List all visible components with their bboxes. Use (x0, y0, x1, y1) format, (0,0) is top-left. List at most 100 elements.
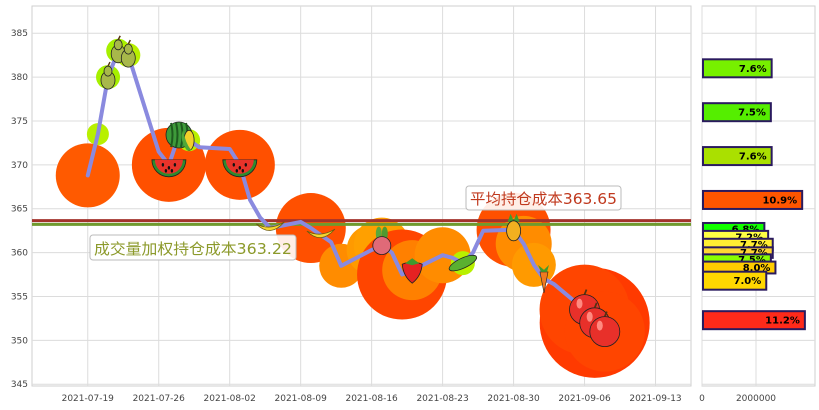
volume-bars: 7.6%7.5%7.6%10.9%6.8%7.2%7.7%7.7%7.5%8.0… (702, 58, 806, 331)
pear-neck (123, 43, 133, 55)
x-tick-label: 2021-08-02 (204, 394, 256, 404)
marker-watermelon-icon (222, 159, 258, 178)
melon-stripe (175, 122, 179, 148)
y-tick-label: 365 (11, 205, 28, 215)
y-tick-label: 375 (11, 117, 28, 127)
volume-bar-label: 7.6% (739, 152, 767, 163)
x-tick-label: 2021-08-30 (487, 394, 540, 404)
pear-neck (113, 39, 123, 51)
price-point (258, 216, 262, 220)
marker-pear-icon (120, 39, 136, 68)
banana-body (306, 228, 336, 238)
y-tick-label: 355 (11, 292, 28, 302)
pear-stem (117, 35, 121, 41)
apple-body (589, 316, 621, 348)
watermelon-seed (167, 166, 171, 170)
pear-stem (107, 61, 111, 67)
y-tick-label: 370 (11, 161, 28, 171)
melon-stripe (170, 122, 174, 148)
watermelon-seed (235, 169, 238, 173)
price-point (299, 220, 303, 224)
volume-bar (702, 310, 806, 331)
price-point (197, 145, 201, 149)
x-tick-label: 2000000 (736, 394, 776, 404)
marker-banana-icon (256, 221, 285, 231)
price-point (370, 248, 374, 252)
x-tick-label: 2021-08-09 (275, 394, 328, 404)
price-point (339, 264, 343, 268)
watermelon-seed (244, 163, 247, 167)
apple-stem (603, 311, 608, 317)
marker-carrot-icon (538, 264, 549, 293)
price-panel: 345 350 355 360 365 370 375 380 385 2021-07-19 202… (11, 5, 692, 404)
y-tick-label: 380 (11, 73, 28, 83)
price-point (228, 147, 232, 151)
marker-apple-icon (589, 311, 621, 348)
pineapple-body (506, 220, 521, 242)
price-point (400, 273, 404, 277)
volume-bar-label: 11.2% (765, 316, 800, 327)
volume-bar-label: 8.0% (743, 263, 771, 274)
price-point (522, 242, 526, 246)
x-tick-label: 2021-09-13 (629, 394, 681, 404)
watermelon-seed (164, 169, 168, 173)
price-point (329, 240, 333, 244)
annotation-text: 平均持仓成本363.65 (470, 190, 617, 208)
marker-pear-icon (100, 61, 116, 90)
price-point (471, 251, 475, 255)
volume-bar (702, 270, 768, 291)
marker-corn-icon (181, 129, 195, 151)
watermelon-seed (241, 169, 244, 173)
volume-bar-label: 10.9% (762, 195, 797, 206)
corn-leaf (181, 130, 192, 151)
volume-bar (702, 189, 804, 210)
marker-banana-icon (306, 228, 336, 238)
marker-peapod-icon (448, 254, 478, 272)
x-tick-label: 2021-08-16 (345, 394, 398, 404)
volume-bar-label: 7.7% (740, 240, 768, 251)
price-point (441, 253, 445, 257)
banana-body (256, 221, 285, 231)
price-point (157, 150, 161, 154)
apple-highlight (596, 320, 603, 331)
price-point (309, 226, 313, 230)
y-tick-label: 345 (11, 380, 28, 390)
x-tick-label: 2021-07-26 (133, 394, 186, 404)
annotation-box (465, 185, 622, 211)
apple-highlight (586, 311, 593, 322)
watermelon-seed (232, 163, 235, 167)
volume-bar-label: 7.6% (739, 64, 767, 75)
carrot-leaf (538, 264, 549, 272)
volume-bar-label: 7.0% (734, 276, 762, 287)
pear-stem (127, 39, 131, 45)
average-cost-annotation: 平均持仓成本363.65 (465, 185, 622, 211)
apple-highlight (576, 298, 583, 309)
volume-bar (702, 58, 773, 79)
price-point (248, 198, 252, 202)
annotation-box (89, 234, 297, 261)
radish-body (372, 236, 392, 256)
volume-weighted-cost-annotation: 成交量加权持仓成本363.22 (89, 234, 297, 261)
x-tick-label: 0 (699, 394, 705, 404)
x-tick-label: 2021-09-06 (558, 394, 611, 404)
apple-stem (593, 302, 598, 309)
price-point (86, 173, 90, 177)
watermelon-seed (161, 163, 165, 167)
price-point (552, 282, 556, 286)
price-point (390, 251, 394, 255)
price-point (451, 256, 455, 260)
marker-strawberry-icon (401, 258, 423, 284)
price-point (481, 229, 485, 233)
price-point (96, 132, 100, 136)
y-tick-label: 360 (11, 249, 28, 259)
volume-bar (702, 146, 773, 167)
peapod-body (448, 254, 478, 272)
apple-stem (583, 289, 588, 295)
watermelon-seed (170, 169, 174, 173)
volume-profile-panel: 020000007.6%7.5%7.6%10.9%6.8%7.2%7.7%7.7… (699, 5, 816, 404)
x-tick-label: 2021-07-19 (62, 394, 115, 404)
x-tick-label: 2021-08-23 (416, 394, 468, 404)
y-tick-label: 350 (11, 336, 28, 346)
